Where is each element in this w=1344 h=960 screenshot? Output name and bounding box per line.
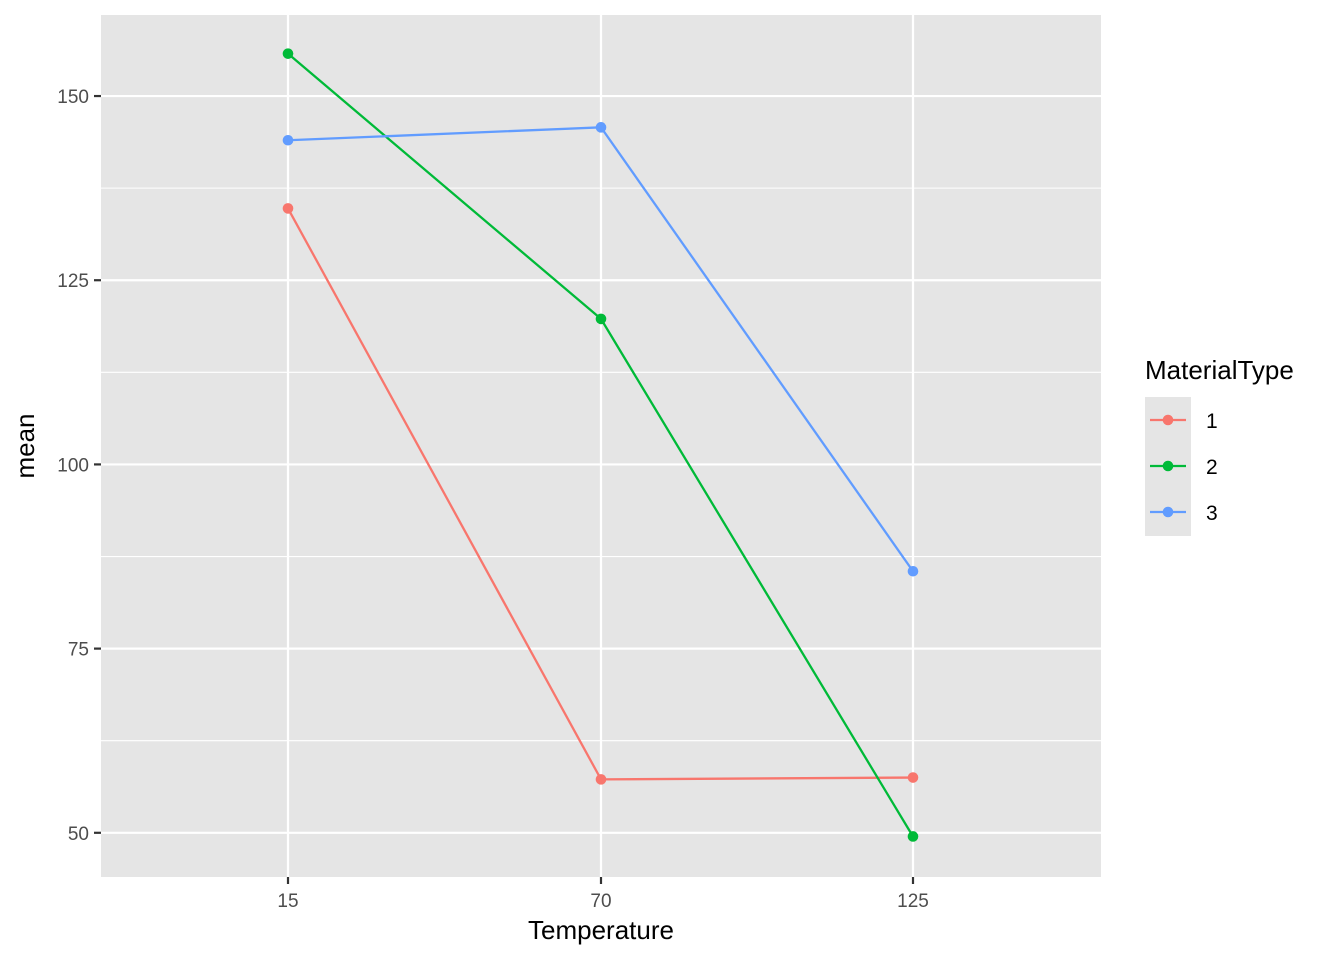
legend-key-point [1162, 414, 1174, 426]
data-point [595, 122, 607, 133]
legend-label: 3 [1206, 502, 1218, 525]
y-axis: 50 75 100 125 150 [57, 87, 101, 845]
legend-label: 2 [1206, 456, 1218, 479]
y-axis-title: mean [10, 413, 40, 478]
data-point [595, 774, 607, 785]
data-point [907, 831, 919, 842]
legend-label: 1 [1206, 410, 1218, 433]
y-tick-label: 50 [68, 824, 89, 845]
series-2 [282, 48, 919, 842]
grid-major [101, 15, 1101, 877]
data-point [595, 313, 607, 325]
data-point [282, 134, 294, 146]
x-axis: 15 70 125 [277, 877, 929, 912]
x-tick-label: 125 [897, 891, 929, 912]
data-point [282, 48, 294, 59]
x-tick-label: 15 [277, 891, 298, 912]
legend-key-point [1162, 460, 1174, 472]
x-axis-title: Temperature [528, 915, 674, 945]
series-layer [282, 48, 919, 842]
legend-item: 2 [1150, 456, 1218, 479]
legend-item: 3 [1150, 502, 1218, 525]
legend-title: MaterialType [1145, 355, 1294, 385]
y-tick-label: 100 [57, 455, 89, 476]
legend-key-point [1162, 506, 1174, 518]
series-3 [282, 122, 919, 577]
data-point [282, 203, 294, 214]
legend: MaterialType 1 2 3 [1145, 355, 1294, 536]
data-point [907, 565, 919, 577]
y-tick-label: 75 [68, 640, 89, 661]
data-point [907, 772, 919, 783]
y-tick-label: 150 [57, 87, 89, 108]
y-tick-label: 125 [57, 271, 89, 292]
legend-item: 1 [1150, 410, 1218, 433]
series-1 [282, 203, 919, 785]
x-tick-label: 70 [590, 891, 611, 912]
